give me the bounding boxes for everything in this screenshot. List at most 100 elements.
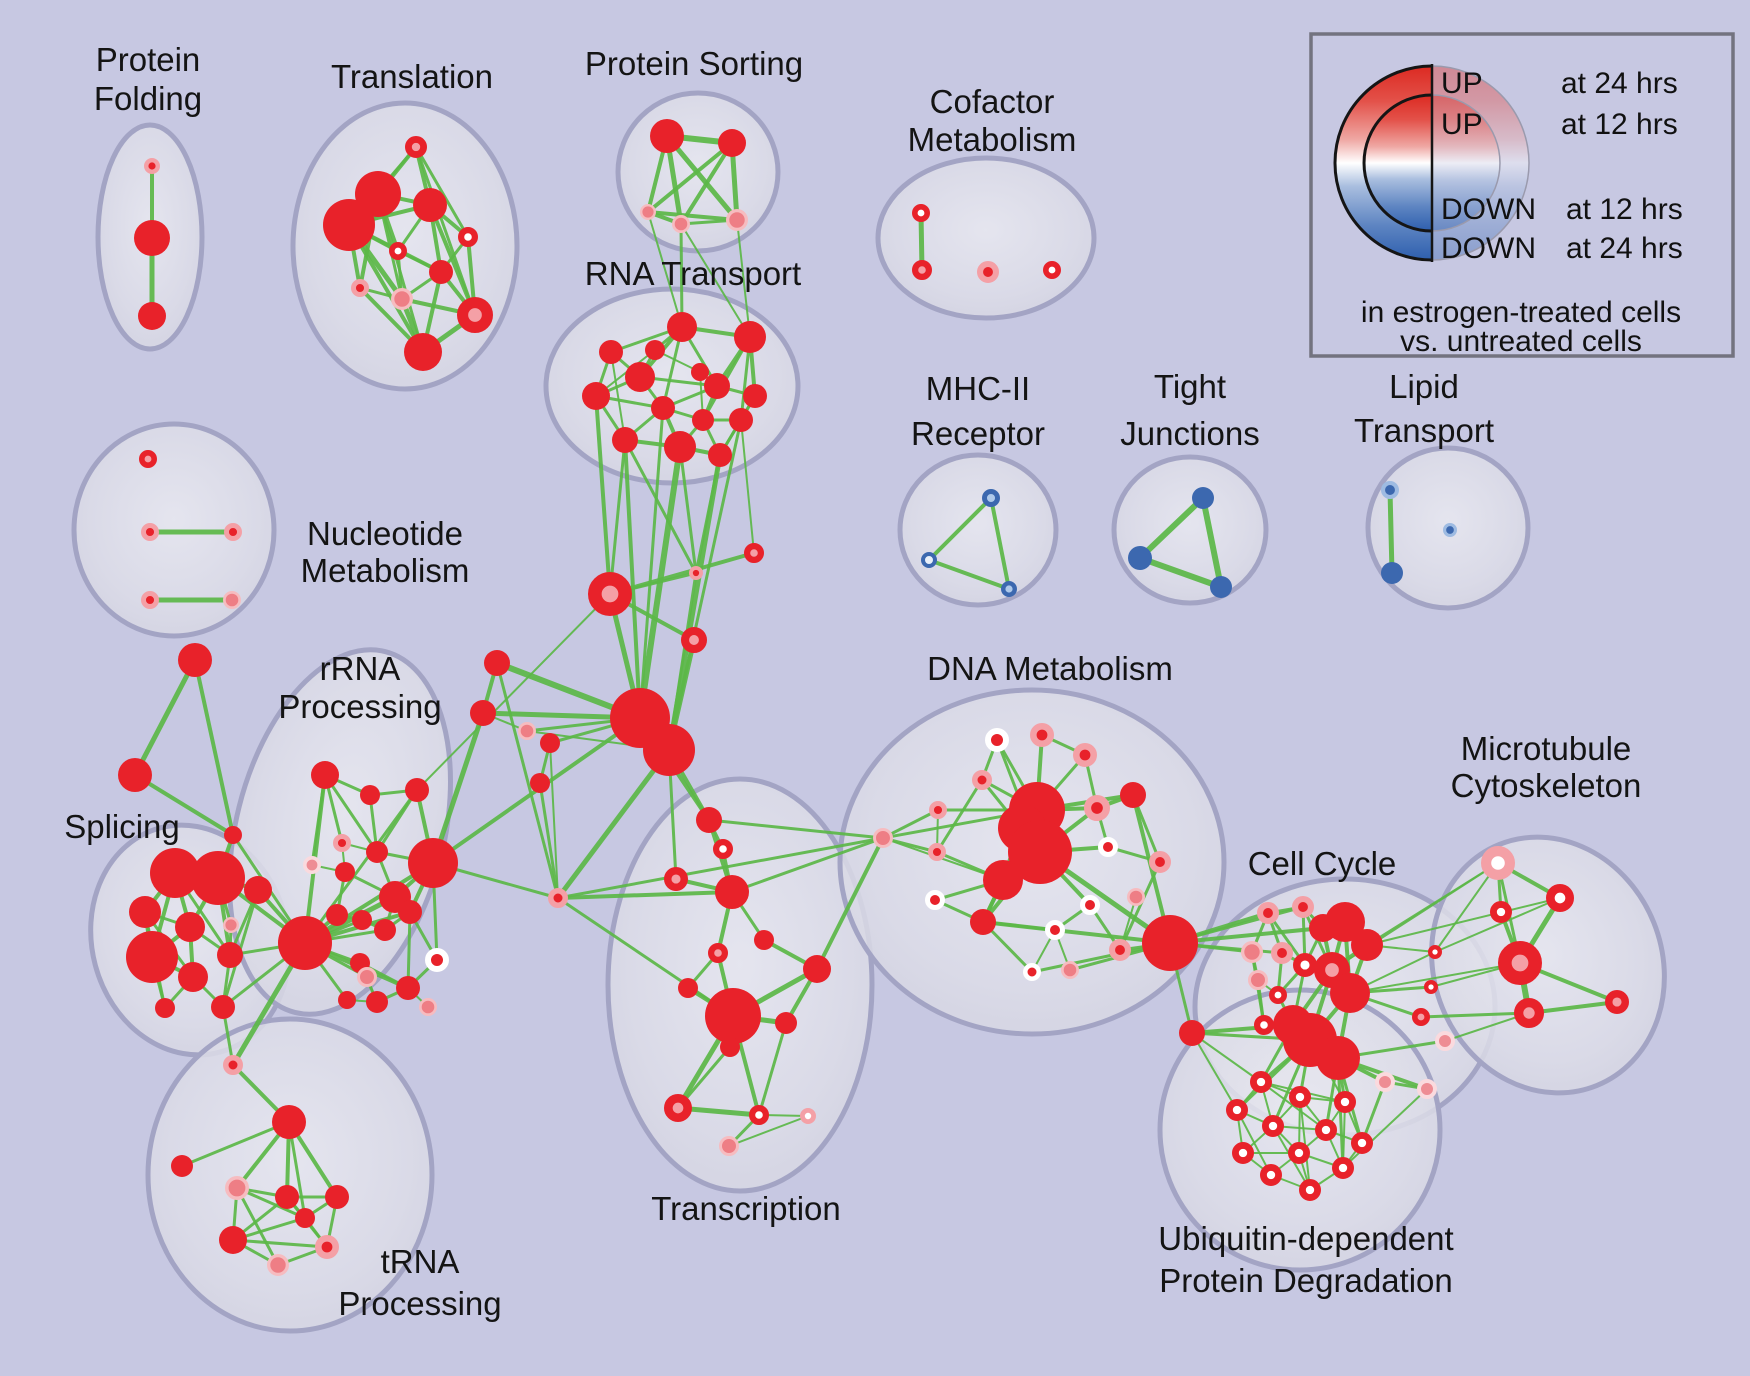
network-node [155, 998, 175, 1018]
network-node [1073, 742, 1098, 767]
network-node [1424, 979, 1439, 994]
network-node [754, 930, 774, 950]
network-node [1417, 1079, 1437, 1099]
legend-down24-dir: DOWN [1441, 232, 1536, 265]
network-node [178, 643, 212, 677]
network-edge [303, 788, 419, 945]
legend-updown-ring-icon [1333, 64, 1530, 262]
network-edge [981, 920, 1172, 945]
network-node [1435, 1031, 1455, 1051]
legend-up12-dir: UP [1441, 108, 1483, 141]
network-node [1604, 989, 1629, 1014]
network-node [734, 321, 766, 353]
network-node [643, 724, 695, 776]
network-edge [538, 781, 560, 900]
network-edge [757, 1021, 788, 1117]
network-node [1262, 1115, 1285, 1138]
network-node [720, 1037, 740, 1057]
network-node [612, 427, 638, 453]
network-edge [1260, 1081, 1327, 1131]
network-edge [679, 141, 734, 226]
cluster-label-cell-cycle: Cell Cycle [1248, 845, 1397, 882]
network-node [311, 761, 339, 789]
network-edge [707, 818, 885, 840]
cluster-ellipse-mhc-ii-receptor [897, 452, 1059, 608]
network-edge [815, 836, 885, 971]
network-node [1060, 960, 1079, 979]
network-node [1043, 261, 1062, 280]
network-node [357, 967, 377, 987]
network-node [667, 312, 697, 342]
network-node [663, 866, 688, 891]
network-edge [1191, 1032, 1238, 1111]
network-node [729, 408, 753, 432]
network-node [126, 931, 178, 983]
network-node [1098, 837, 1118, 857]
legend-down12-dir: DOWN [1441, 193, 1536, 226]
network-edge [193, 658, 235, 837]
network-node [671, 215, 690, 234]
cluster-ellipse-trna-processing [145, 1016, 435, 1334]
network-edge [549, 742, 559, 899]
network-node [1332, 1157, 1355, 1180]
network-edge [235, 1186, 280, 1267]
network-node [1250, 1071, 1273, 1094]
network-edge [1387, 487, 1395, 576]
network-edge [1419, 1011, 1531, 1019]
network-node [928, 800, 947, 819]
network-edge [556, 836, 885, 900]
cluster-label-lipid-transport: Lipid Transport [1354, 368, 1494, 449]
network-node [972, 770, 992, 790]
cluster-label-ubiquitin-degradation: Ubiquitin-dependent Protein Degradation [1158, 1220, 1453, 1299]
cluster-label-microtubule-cytoskeleton: Microtubule Cytoskeleton [1451, 730, 1642, 804]
network-node [1514, 998, 1545, 1029]
network-node [625, 362, 655, 392]
network-node [217, 942, 243, 968]
network-edge [414, 145, 470, 239]
network-node [219, 1226, 247, 1254]
network-node [325, 1185, 349, 1209]
network-node [171, 1155, 193, 1177]
network-node [678, 978, 698, 998]
cluster-ellipse-tight-junctions [1111, 454, 1269, 606]
network-node [191, 851, 245, 905]
network-node [803, 955, 831, 983]
network-edge [1366, 897, 1561, 946]
network-edge [430, 710, 486, 866]
network-node [1330, 973, 1370, 1013]
cluster-label-mhc-ii-receptor: MHC-II Receptor [911, 370, 1045, 452]
network-edge [1434, 862, 1499, 953]
network-node [708, 443, 732, 467]
network-node [1428, 944, 1443, 959]
cluster-ellipse-cofactor-metabolism [875, 155, 1097, 321]
network-node [484, 650, 510, 676]
network-node [134, 220, 170, 256]
network-edge [1137, 555, 1224, 590]
network-edge [679, 222, 684, 329]
network-node [1080, 895, 1100, 915]
network-node [425, 948, 449, 972]
cluster-label-transcription: Transcription [651, 1190, 841, 1227]
cluster-label-tight-junctions: Tight Junctions [1120, 368, 1259, 452]
network-edge [1434, 897, 1561, 953]
network-edge [623, 438, 698, 575]
network-edge [556, 890, 734, 900]
network-node [129, 896, 161, 928]
network-node [1257, 902, 1280, 925]
network-node [143, 157, 160, 174]
network-node [1128, 546, 1152, 570]
network-node [1480, 845, 1515, 880]
network-node [141, 522, 160, 541]
network-node [650, 119, 684, 153]
network-node [691, 363, 709, 381]
network-node [651, 396, 675, 420]
network-edge [1200, 495, 1224, 590]
network-node [927, 842, 946, 861]
network-node [1179, 1020, 1205, 1046]
network-node [688, 565, 703, 580]
network-node [338, 991, 356, 1009]
network-node [664, 431, 696, 463]
network-node [278, 916, 332, 970]
network-node [335, 862, 355, 882]
network-node [1325, 902, 1365, 942]
